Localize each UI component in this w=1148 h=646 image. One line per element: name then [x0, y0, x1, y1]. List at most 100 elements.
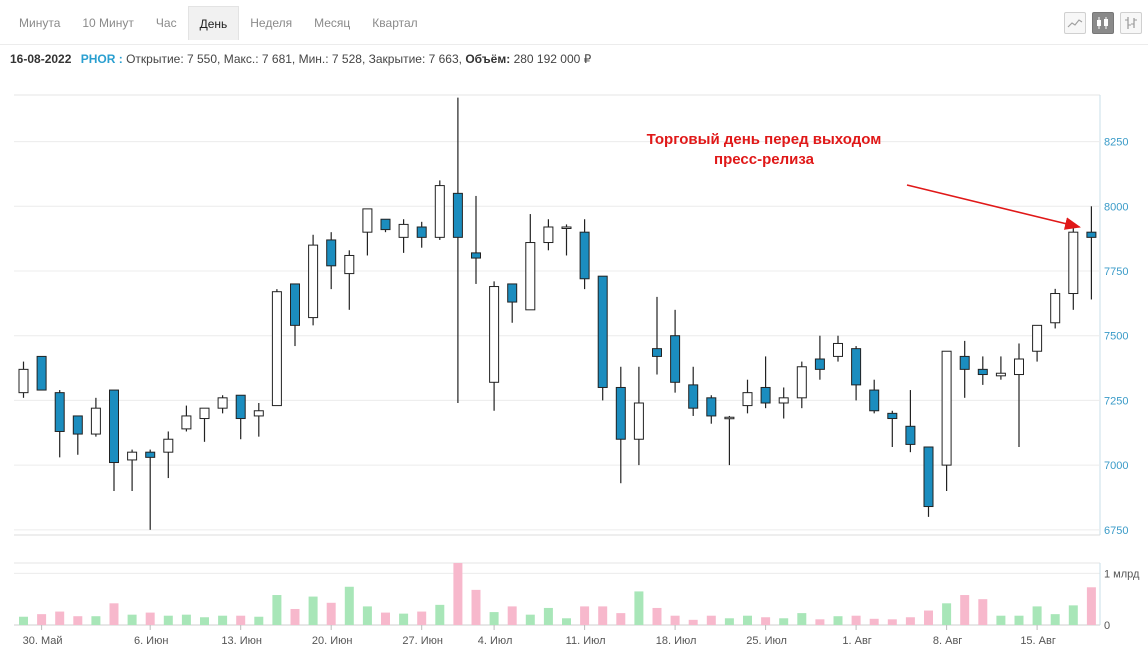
candle-body-32	[597, 275, 608, 388]
candle-body-36	[670, 335, 681, 383]
candle-body-10	[199, 407, 210, 420]
quote-ohlc: Открытие: 7 550, Макс.: 7 681, Мин.: 7 5…	[126, 52, 462, 66]
candle-body-30	[561, 226, 572, 229]
volume-bar-11	[218, 615, 228, 625]
volume-bar-5	[109, 603, 119, 625]
volume-tick-0: 0	[1104, 620, 1110, 632]
volume-bar-29	[543, 607, 553, 625]
volume-bar-58	[1068, 605, 1078, 625]
volume-bar-50	[924, 610, 933, 625]
candle-body-51	[941, 350, 952, 466]
period-toolbar: Минута 10 Минут Час День Неделя Месяц Квартал	[0, 0, 1148, 45]
candlestick-icon[interactable]	[1092, 12, 1114, 34]
candle-body-15	[290, 283, 300, 326]
volume-bar-31	[580, 606, 590, 625]
tab-2[interactable]: Час	[155, 16, 177, 30]
volume-bar-2	[55, 611, 65, 625]
candle-body-24	[452, 192, 463, 238]
candle-body-21	[398, 223, 409, 238]
volume-bar-45	[833, 616, 843, 625]
tab-3[interactable]: День	[187, 6, 240, 40]
candle-body-50	[923, 446, 934, 508]
volume-bar-40	[743, 615, 752, 625]
candle-body-27	[507, 283, 518, 303]
quote-ticker: PHOR :	[80, 52, 123, 66]
candlestick-chart[interactable]: 6750 7000 7250 7500 7750 8000 8250 0 1 млрд 30. М…	[0, 80, 1148, 646]
annotation-line-1: Торговый день перед выходом	[646, 131, 882, 148]
candle-body-3	[72, 415, 83, 435]
annotation-arrow	[906, 184, 1081, 230]
chart-type-switcher	[1064, 12, 1142, 34]
candle-body-46	[851, 348, 862, 386]
candle-body-47	[869, 389, 880, 412]
candle-body-38	[706, 397, 717, 417]
candle-body-58	[1068, 231, 1079, 295]
volume-bar-23	[435, 604, 445, 625]
volume-bar-56	[1032, 606, 1042, 625]
candle-body-11	[217, 397, 228, 409]
x-tick-label: 4. Июл	[478, 635, 513, 646]
x-tick-label: 11. Июл	[566, 635, 606, 646]
volume-bar-46	[851, 615, 861, 625]
candle-body-43	[796, 366, 807, 399]
volume-bar-53	[978, 599, 988, 625]
candle-body-25	[471, 252, 481, 259]
candle-body-39	[724, 416, 735, 420]
annotation-label: Торговый день перед выходом пресс-релиза	[604, 130, 924, 170]
x-tick-label: 27. Июн	[402, 635, 443, 646]
candle-body-5	[109, 389, 119, 464]
x-tick-label: 25. Июл	[746, 635, 787, 646]
volume-bar-10	[200, 617, 209, 625]
candle-body-22	[416, 226, 427, 238]
candle-body-34	[633, 402, 644, 440]
ohlc-bars-icon[interactable]	[1120, 12, 1142, 34]
x-tick-label: 1. Авг	[842, 635, 871, 646]
volume-bar-42	[779, 618, 789, 625]
volume-bar-54	[996, 615, 1006, 625]
tab-4[interactable]: Неделя	[250, 16, 293, 30]
volume-bar-6	[127, 614, 137, 625]
y-tick-label: 8000	[1104, 201, 1128, 213]
candle-body-8	[163, 438, 174, 453]
candle-body-41	[760, 386, 771, 404]
y-tick-label: 6750	[1104, 525, 1128, 537]
line-chart-icon[interactable]	[1064, 12, 1086, 34]
tab-6[interactable]: Квартал	[372, 16, 418, 30]
tab-1[interactable]: 10 Минут	[82, 16, 134, 30]
volume-bar-30	[562, 618, 571, 625]
candle-body-52	[959, 355, 970, 370]
volume-bar-20	[381, 612, 390, 625]
x-tick-label: 8. Авг	[933, 635, 962, 646]
volume-bar-19	[362, 606, 372, 625]
volume-bar-27	[507, 606, 517, 625]
volume-bar-28	[525, 614, 535, 625]
candle-body-54	[995, 372, 1006, 377]
candle-body-23	[434, 185, 445, 238]
volume-bar-17	[326, 602, 336, 625]
candle-body-44	[814, 358, 825, 370]
volume-bar-34	[634, 591, 644, 625]
candle-body-13	[253, 410, 264, 417]
tab-5[interactable]: Месяц	[314, 16, 351, 30]
candle-body-1	[36, 355, 47, 391]
candle-body-7	[145, 451, 156, 458]
candle-body-49	[905, 425, 916, 445]
volume-bar-41	[761, 617, 771, 625]
candle-body-2	[54, 392, 65, 432]
volume-bar-13	[254, 616, 264, 625]
candle-body-45	[833, 342, 843, 357]
volume-bar-24	[453, 563, 463, 625]
volume-bar-37	[688, 619, 698, 625]
candle-body-40	[742, 392, 753, 407]
candle-body-35	[652, 348, 662, 357]
candle-body-53	[977, 368, 988, 376]
y-tick-label: 7750	[1104, 266, 1128, 278]
candle-body-26	[489, 286, 500, 383]
volume-bar-16	[308, 596, 318, 625]
volume-bar-14	[272, 595, 282, 625]
volume-bar-47	[869, 618, 879, 625]
candle-body-14	[271, 291, 282, 407]
tab-0[interactable]: Минута	[19, 16, 61, 30]
volume-bar-8	[163, 615, 173, 625]
candle-body-33	[615, 386, 626, 440]
